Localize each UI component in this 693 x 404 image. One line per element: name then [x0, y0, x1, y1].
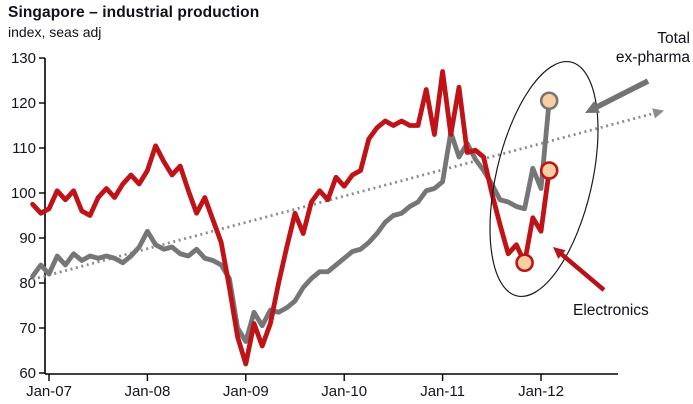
data-marker-electronics [539, 161, 559, 180]
x-tick-label: Jan-07 [26, 383, 72, 400]
y-tick-label: 70 [19, 320, 36, 337]
total-ex-pharma-label-line2: ex-pharma [615, 49, 690, 66]
total-ex-pharma-label: Total ex-pharma [560, 29, 690, 67]
data-marker-electronics [515, 253, 534, 273]
series-line-total-ex-pharma [30, 98, 552, 344]
x-tick-label: Jan-11 [420, 383, 465, 400]
x-tick-label: Jan-09 [223, 383, 269, 400]
y-tick-label: 120 [11, 95, 36, 112]
y-tick-label: 90 [19, 230, 36, 247]
highlight-ellipse [489, 60, 599, 298]
y-tick-label: 80 [19, 275, 36, 292]
electronics-arrow-head [553, 247, 566, 259]
y-tick-label: 110 [12, 140, 36, 157]
trend-dotted-arrow-head [652, 108, 664, 119]
y-tick-label: 100 [11, 185, 36, 202]
total-ex-pharma-arrow-head [585, 101, 600, 113]
electronics-label: Electronics [573, 302, 649, 319]
chart-title: Singapore – industrial production [8, 4, 260, 21]
x-tick-label: Jan-12 [518, 383, 564, 400]
y-tick-label: 130 [11, 50, 36, 67]
chart-subtitle: index, seas adj [8, 24, 102, 40]
electronics-arrow-shaft [559, 251, 606, 292]
total-ex-pharma-arrow-shaft [593, 78, 650, 111]
y-tick-label: 60 [19, 365, 36, 382]
data-marker-total-ex-pharma [539, 91, 559, 111]
total-ex-pharma-label-line1: Total [657, 30, 690, 47]
series-line-electronics [30, 69, 552, 367]
x-tick-label: Jan-08 [124, 383, 170, 400]
x-tick-label: Jan-10 [321, 383, 367, 400]
